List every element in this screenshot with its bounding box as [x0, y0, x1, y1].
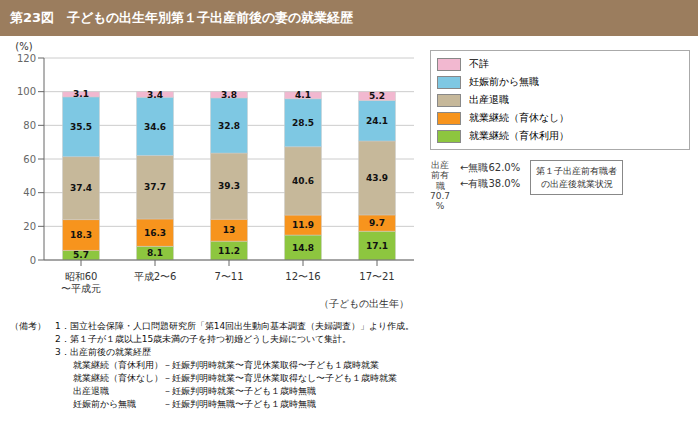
svg-text:3.8: 3.8 — [221, 90, 237, 100]
svg-text:12〜16: 12〜16 — [285, 271, 320, 282]
svg-text:14.8: 14.8 — [292, 243, 314, 253]
html-text:3．出産前後の就業経歴: 3．出産前後の就業経歴 — [10, 347, 151, 357]
html-text:第23図 子どもの出生年別第１子出産前後の妻の就業経歴: 第23図 子どもの出生年別第１子出産前後の妻の就業経歴 — [10, 10, 354, 25]
html-text:就業継続（育休利用）－妊娠判明時就業〜育児休業取得〜子ども１: 就業継続（育休利用）－妊娠判明時就業〜育児休業取得〜子ども１歳時就業 — [10, 360, 379, 370]
svg-text:8.1: 8.1 — [147, 248, 163, 258]
svg-text:100: 100 — [17, 86, 36, 97]
svg-text:（子どもの出生年）: （子どもの出生年） — [319, 298, 409, 309]
svg-text:5.7: 5.7 — [73, 250, 89, 260]
svg-text:17〜21: 17〜21 — [359, 271, 394, 282]
html-text:第１子出産前有職者 の出産後就業状況: 第１子出産前有職者 の出産後就業状況 — [536, 166, 618, 189]
svg-text:40: 40 — [23, 187, 36, 198]
html-text:←有職38.0%: ←有職38.0% — [460, 178, 521, 189]
svg-text:35.5: 35.5 — [70, 122, 92, 132]
html-text:（備考） 1．国立社会保障・人口問題研究所「第14回出生動向: （備考） 1．国立社会保障・人口問題研究所「第14回出生動向基本調査（夫婦調査）… — [10, 321, 415, 331]
svg-text:28.5: 28.5 — [292, 118, 314, 128]
svg-text:120: 120 — [17, 53, 36, 64]
svg-text:9.7: 9.7 — [369, 218, 385, 228]
html-text:就業継続（育休なし）: 就業継続（育休なし） — [469, 112, 569, 123]
svg-text:60: 60 — [23, 154, 36, 165]
html-text:←無職62.0%: ←無職62.0% — [460, 162, 521, 173]
svg-text:5.2: 5.2 — [369, 91, 385, 101]
svg-text:32.8: 32.8 — [218, 121, 240, 131]
svg-text:37.4: 37.4 — [70, 183, 92, 193]
html-text:妊娠前から無職 －妊娠判明時無職〜子ども１歳時無職: 妊娠前から無職 －妊娠判明時無職〜子ども１歳時無職 — [10, 399, 316, 409]
svg-text:16.3: 16.3 — [144, 228, 166, 238]
svg-text:43.9: 43.9 — [366, 173, 388, 183]
html-text:妊娠前から無職: 妊娠前から無職 — [469, 76, 539, 87]
svg-text:昭和60〜平成元: 昭和60〜平成元 — [61, 271, 101, 294]
svg-text:17.1: 17.1 — [366, 241, 388, 251]
svg-text:13: 13 — [223, 225, 236, 235]
html-text:出産退職 －妊娠判明時就業〜子ども１歳時無職: 出産退職 －妊娠判明時就業〜子ども１歳時無職 — [10, 386, 316, 396]
html-text:2．第１子が１歳以上15歳未満の子を持つ初婚どうし夫婦につい: 2．第１子が１歳以上15歳未満の子を持つ初婚どうし夫婦について集計。 — [10, 334, 352, 344]
svg-text:3.4: 3.4 — [147, 90, 163, 100]
svg-text:3.1: 3.1 — [73, 89, 89, 99]
svg-text:11.2: 11.2 — [218, 246, 240, 256]
svg-text:(%): (%) — [15, 41, 32, 52]
html-text:出産 前有 職 70.7 %: 出産 前有 職 70.7 % — [430, 160, 450, 212]
svg-text:34.6: 34.6 — [144, 122, 166, 132]
svg-text:平成2〜6: 平成2〜6 — [134, 271, 177, 282]
svg-text:4.1: 4.1 — [295, 90, 311, 100]
svg-text:18.3: 18.3 — [70, 230, 92, 240]
html-text:就業継続（育休利用）: 就業継続（育休利用） — [469, 130, 569, 141]
svg-text:20: 20 — [23, 221, 36, 232]
html-text:出産退職: 出産退職 — [469, 94, 509, 105]
svg-text:24.1: 24.1 — [366, 116, 388, 126]
svg-text:39.3: 39.3 — [218, 181, 240, 191]
svg-text:0: 0 — [30, 255, 36, 266]
html-text:不詳: 不詳 — [469, 58, 489, 69]
svg-text:80: 80 — [23, 120, 36, 131]
svg-text:11.9: 11.9 — [292, 220, 314, 230]
html-text:就業継続（育休なし）－妊娠判明時就業〜育児休業取得なし〜子ど: 就業継続（育休なし）－妊娠判明時就業〜育児休業取得なし〜子ども１歳時就業 — [10, 373, 397, 383]
svg-text:7〜11: 7〜11 — [214, 271, 243, 282]
svg-text:37.7: 37.7 — [144, 182, 166, 192]
svg-text:40.6: 40.6 — [292, 176, 314, 186]
